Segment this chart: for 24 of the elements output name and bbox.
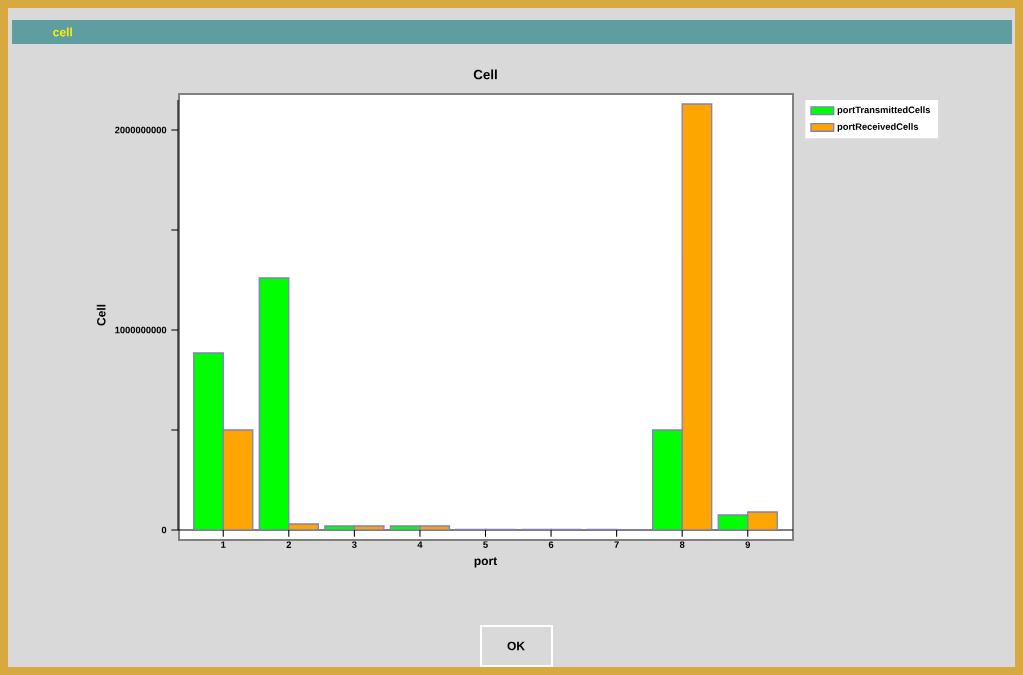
text: OK xyxy=(507,641,525,651)
bar xyxy=(222,429,254,530)
x-axis-title: port xyxy=(474,557,498,568)
chart-title: Cell xyxy=(473,69,497,80)
bar xyxy=(258,277,290,530)
x-tick-label: 1 xyxy=(221,541,226,548)
x-tick-label: 2 xyxy=(286,541,292,548)
legend-label: portTransmittedCells xyxy=(837,106,931,116)
x-tick-label: 7 xyxy=(614,541,619,548)
y-axis-title: Cell xyxy=(96,304,106,326)
bar xyxy=(652,429,683,530)
x-tick-label: 6 xyxy=(548,541,554,548)
x-tick-label: 8 xyxy=(679,541,685,548)
y-tick-label: 0 xyxy=(161,526,167,534)
x-tick-label: 5 xyxy=(483,541,488,548)
bar xyxy=(681,103,713,530)
x-tick-label: 3 xyxy=(351,541,357,548)
bar xyxy=(193,352,224,530)
legend-label: portReceivedCells xyxy=(837,123,919,132)
text: cell xyxy=(53,27,72,37)
y-tick-label: 1000000000 xyxy=(115,326,167,334)
x-tick-label: 4 xyxy=(417,541,423,548)
y-tick-label: 2000000000 xyxy=(115,126,167,134)
x-tick-label: 9 xyxy=(745,541,750,548)
